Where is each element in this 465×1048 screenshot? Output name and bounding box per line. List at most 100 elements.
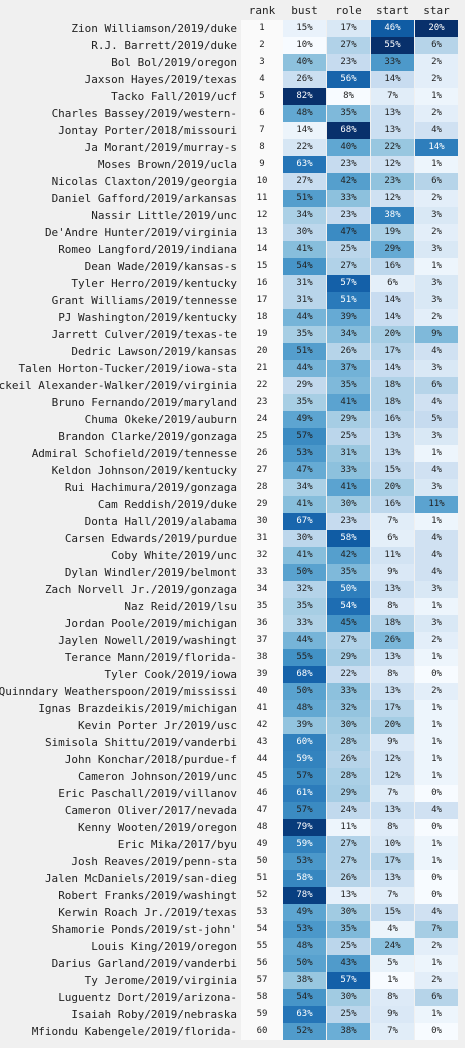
- rank-cell: 11: [241, 190, 283, 207]
- rank-cell: 16: [241, 275, 283, 292]
- prob-cell: 40%: [327, 139, 370, 156]
- prob-cell: 16%: [371, 496, 414, 513]
- rank-cell: 39: [241, 666, 283, 683]
- prob-cell: 6%: [371, 530, 414, 547]
- player-name: R.J. Barrett/2019/duke: [91, 39, 237, 52]
- player-name: Shamorie Ponds/2019/st-john': [51, 923, 237, 936]
- table-row: Daniel Gafford/2019/arkansas 11 51% 33% 12% 2…: [0, 190, 465, 207]
- table-row: PJ Washington/2019/kentucky 18 44% 39% 14% 2%: [0, 309, 465, 326]
- prob-cell: 3%: [415, 292, 458, 309]
- table-row: Luguentz Dort/2019/arizona- 58 54% 30% 8% 6%: [0, 989, 465, 1006]
- prob-cell: 35%: [327, 105, 370, 122]
- table-row: Ty Jerome/2019/virginia 57 38% 57% 1% 2%: [0, 972, 465, 989]
- player-name: Jordan Poole/2019/michigan: [64, 617, 237, 630]
- table-row: Charles Bassey/2019/western- 6 48% 35% 13% 2%: [0, 105, 465, 122]
- prob-cell: 32%: [283, 581, 326, 598]
- player-name: Eric Paschall/2019/villanov: [58, 787, 237, 800]
- prob-cell: 34%: [283, 207, 326, 224]
- player-name: Coby White/2019/unc: [111, 549, 237, 562]
- rank-cell: 10: [241, 173, 283, 190]
- prob-cell: 41%: [283, 496, 326, 513]
- player-name: Kenny Wooten/2019/oregon: [78, 821, 237, 834]
- prob-cell: 3%: [415, 479, 458, 496]
- prob-cell: 37%: [327, 360, 370, 377]
- table-row: Coby White/2019/unc 32 41% 42% 11% 4%: [0, 547, 465, 564]
- player-name: Admiral Schofield/2019/tennesse: [31, 447, 237, 460]
- player-name: Tacko Fall/2019/ucf: [111, 90, 237, 103]
- table-row: Cameron Oliver/2017/nevada 47 57% 24% 13% 4%: [0, 802, 465, 819]
- player-name: Moses Brown/2019/ucla: [97, 158, 237, 171]
- prob-cell: 48%: [283, 105, 326, 122]
- prob-cell: 29%: [283, 377, 326, 394]
- prob-cell: 40%: [283, 54, 326, 71]
- prob-cell: 68%: [283, 666, 326, 683]
- rank-cell: 56: [241, 955, 283, 972]
- rank-cell: 43: [241, 734, 283, 751]
- player-name: PJ Washington/2019/kentucky: [58, 311, 237, 324]
- prob-cell: 0%: [415, 1023, 458, 1040]
- prob-cell: 54%: [283, 258, 326, 275]
- player-name: Naz Reid/2019/lsu: [124, 600, 237, 613]
- rank-cell: 22: [241, 377, 283, 394]
- prob-cell: 3%: [415, 428, 458, 445]
- prob-cell: 44%: [283, 360, 326, 377]
- prob-cell: 14%: [371, 360, 414, 377]
- prob-cell: 9%: [371, 1006, 414, 1023]
- rank-cell: 2: [241, 37, 283, 54]
- prob-cell: 14%: [371, 71, 414, 88]
- prob-cell: 1%: [371, 972, 414, 989]
- prob-cell: 38%: [371, 207, 414, 224]
- prob-cell: 18%: [371, 394, 414, 411]
- prob-cell: 0%: [415, 819, 458, 836]
- prob-cell: 1%: [415, 955, 458, 972]
- rank-cell: 19: [241, 326, 283, 343]
- prob-cell: 7%: [371, 1023, 414, 1040]
- prob-cell: 52%: [283, 1023, 326, 1040]
- prob-cell: 53%: [283, 853, 326, 870]
- prob-cell: 30%: [327, 717, 370, 734]
- prob-cell: 33%: [371, 54, 414, 71]
- rank-cell: 57: [241, 972, 283, 989]
- prob-cell: 1%: [415, 513, 458, 530]
- prob-cell: 34%: [327, 326, 370, 343]
- prob-cell: 8%: [371, 989, 414, 1006]
- player-name: Jarrett Culver/2019/texas-te: [51, 328, 237, 341]
- table-row: Kevin Porter Jr/2019/usc 42 39% 30% 20% 1%: [0, 717, 465, 734]
- prob-cell: 41%: [327, 394, 370, 411]
- rank-cell: 54: [241, 921, 283, 938]
- rank-cell: 51: [241, 870, 283, 887]
- table-row: Cameron Johnson/2019/unc 45 57% 28% 12% 1%: [0, 768, 465, 785]
- table-row: John Konchar/2018/purdue-f 44 59% 26% 12% 1%: [0, 751, 465, 768]
- prob-cell: 26%: [327, 751, 370, 768]
- table-row: Tyler Cook/2019/iowa 39 68% 22% 8% 0%: [0, 666, 465, 683]
- player-name: Jaylen Nowell/2019/washingt: [58, 634, 237, 647]
- table-row: Jaxson Hayes/2019/texas 4 26% 56% 14% 2%: [0, 71, 465, 88]
- prob-cell: 35%: [327, 564, 370, 581]
- prob-cell: 53%: [283, 445, 326, 462]
- rank-cell: 28: [241, 479, 283, 496]
- table-row: Quinndary Weatherspoon/2019/mississi 40 50…: [0, 683, 465, 700]
- prob-cell: 51%: [327, 292, 370, 309]
- player-name: Daniel Gafford/2019/arkansas: [51, 192, 237, 205]
- prob-cell: 30%: [327, 496, 370, 513]
- prob-cell: 13%: [371, 105, 414, 122]
- prob-cell: 35%: [283, 394, 326, 411]
- player-name: Eric Mika/2017/byu: [117, 838, 237, 851]
- prob-cell: 11%: [415, 496, 458, 513]
- prob-cell: 14%: [283, 122, 326, 139]
- prob-cell: 50%: [283, 683, 326, 700]
- prob-cell: 1%: [415, 445, 458, 462]
- rank-cell: 35: [241, 598, 283, 615]
- prob-cell: 39%: [327, 309, 370, 326]
- prob-cell: 11%: [327, 819, 370, 836]
- prob-cell: 35%: [283, 326, 326, 343]
- prob-cell: 47%: [283, 462, 326, 479]
- prob-cell: 17%: [371, 343, 414, 360]
- table-row: Zion Williamson/2019/duke 1 15% 17% 46% 20%: [0, 20, 465, 37]
- table-row: Ja Morant/2019/murray-s 8 22% 40% 22% 14%: [0, 139, 465, 156]
- prob-cell: 20%: [415, 20, 458, 37]
- rank-cell: 9: [241, 156, 283, 173]
- prob-cell: 5%: [371, 955, 414, 972]
- prob-cell: 4%: [415, 530, 458, 547]
- prob-cell: 1%: [415, 88, 458, 105]
